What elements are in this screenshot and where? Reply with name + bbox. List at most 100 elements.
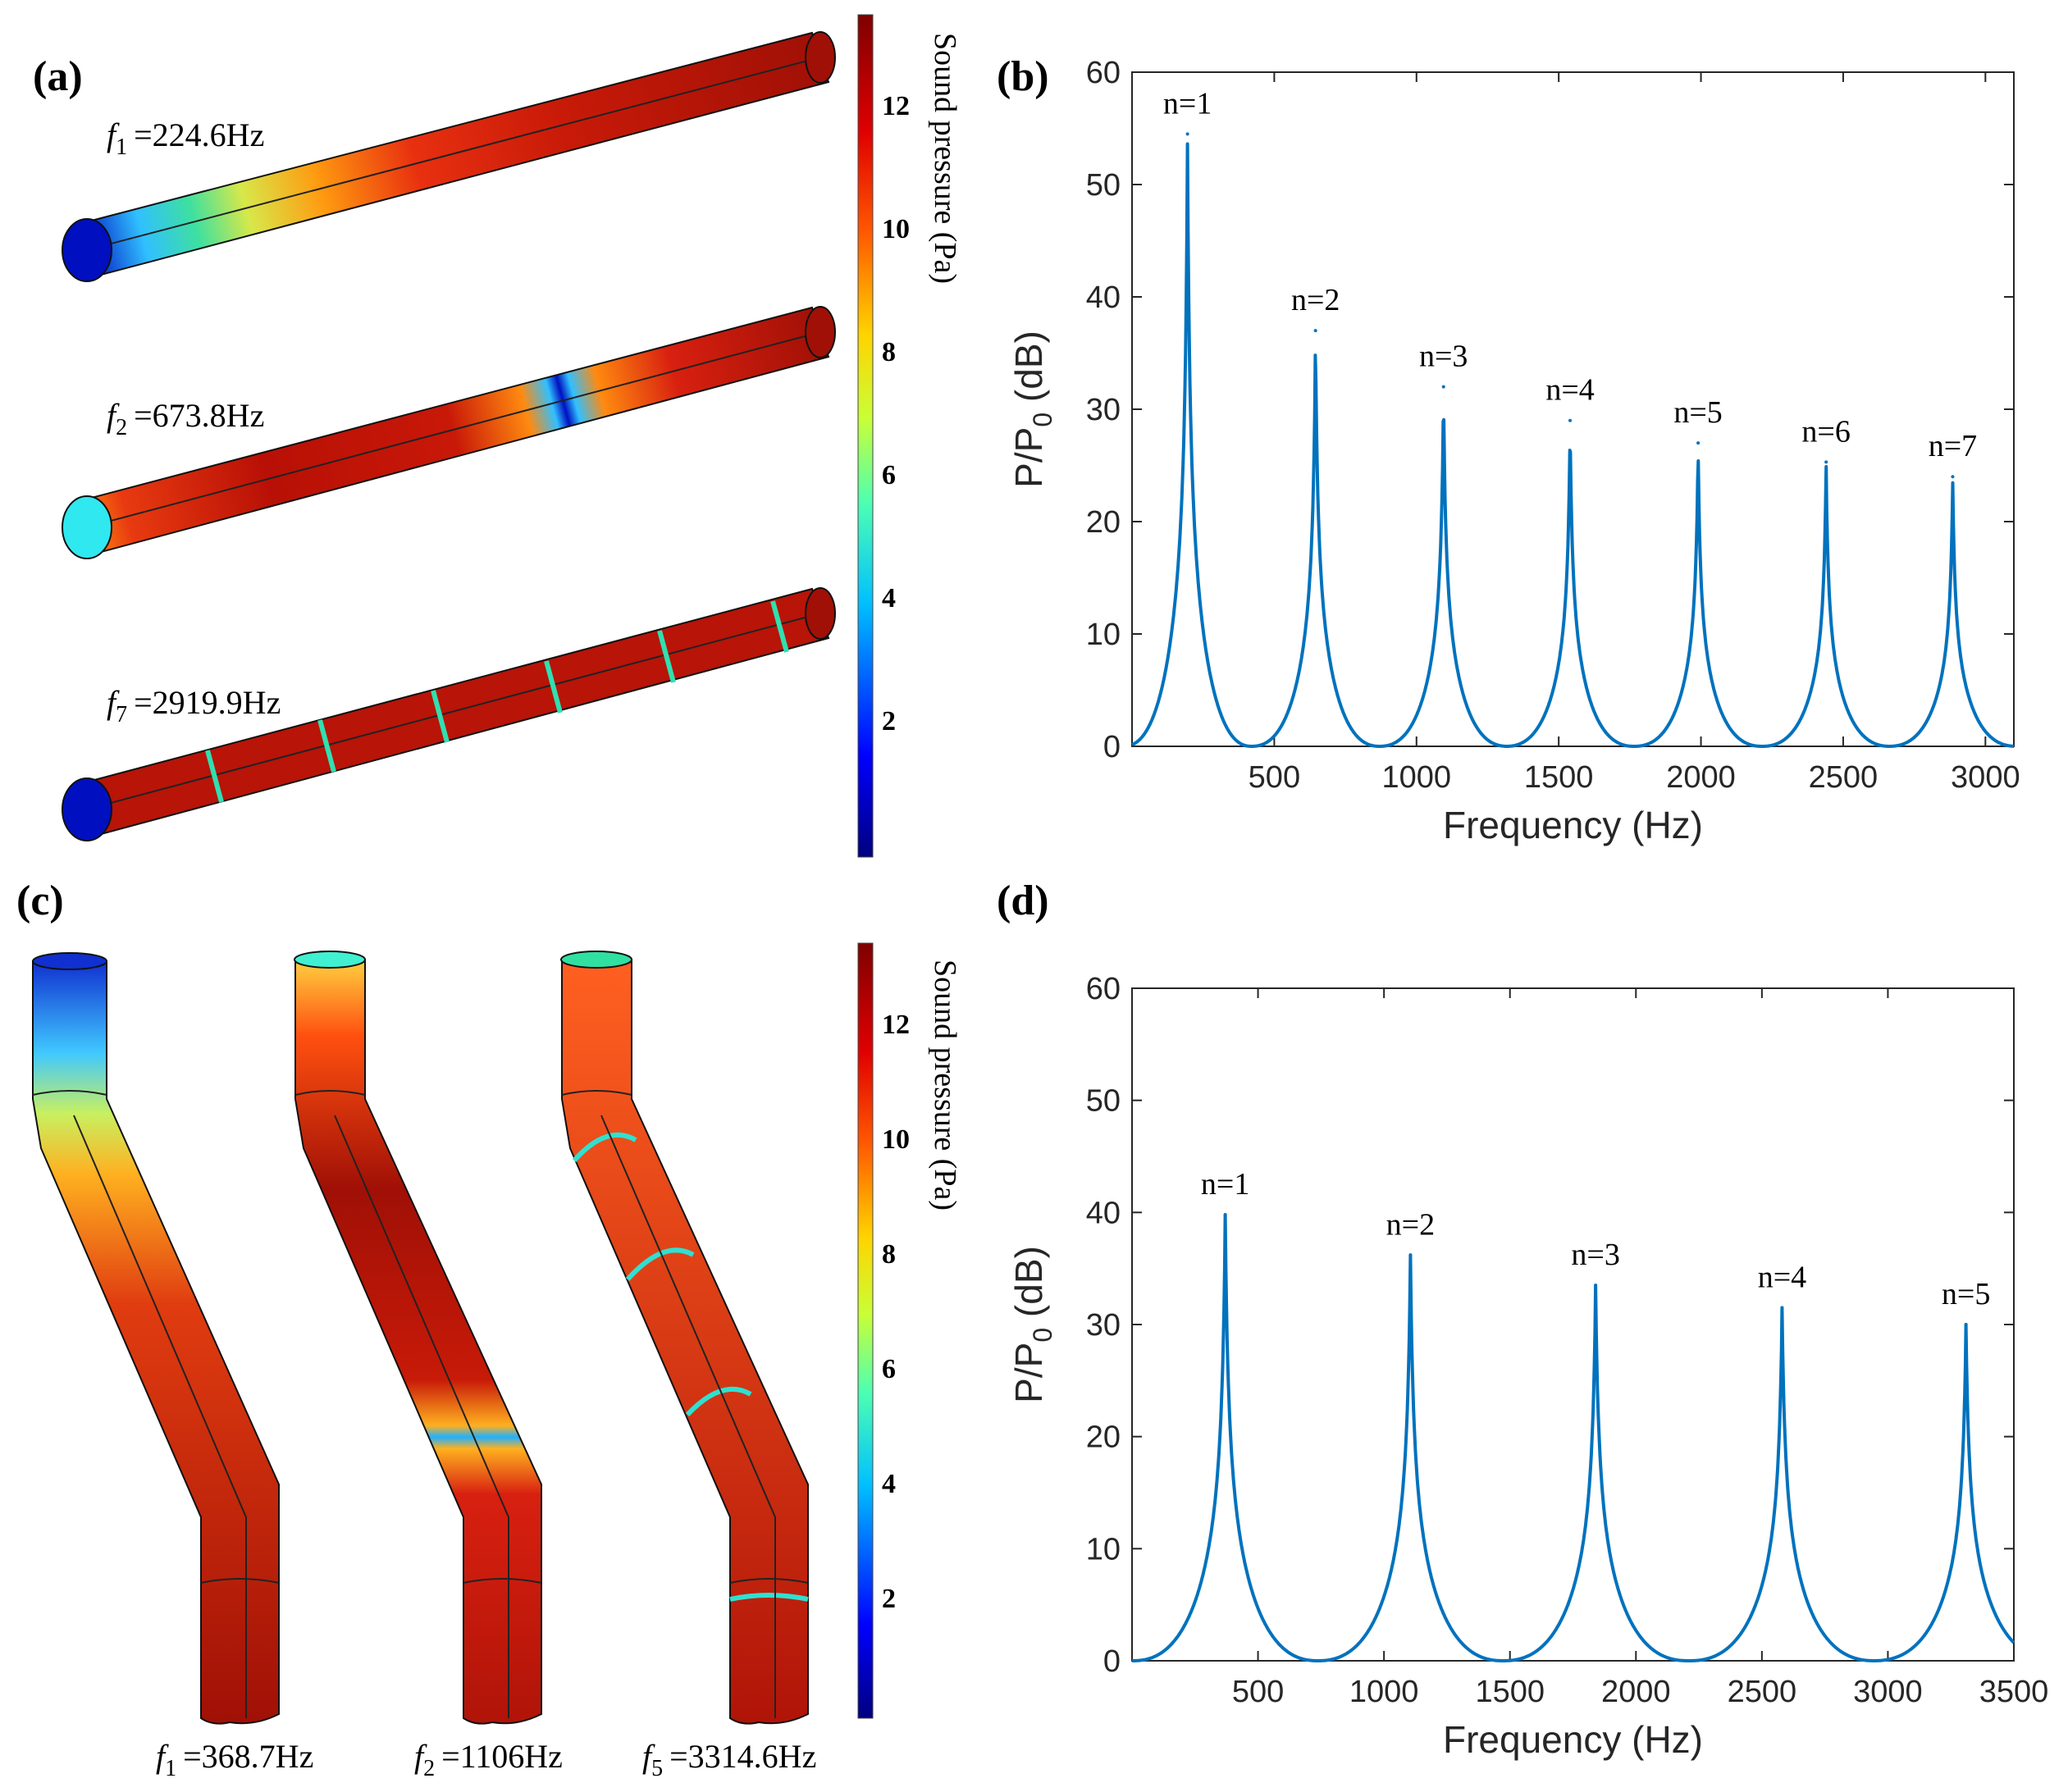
y-axis-label: P/P0 (dB): [1007, 331, 1057, 488]
x-tick-label: 1500: [1524, 760, 1594, 795]
x-axis-label: Frequency (Hz): [1443, 804, 1703, 846]
y-axis-label: P/P0 (dB): [1007, 1246, 1057, 1403]
x-tick-label: 1000: [1349, 1675, 1419, 1709]
peak-label: n=4: [1545, 373, 1594, 408]
peak-point: [1185, 132, 1189, 136]
panel-label-d: (d): [997, 878, 1049, 924]
x-tick-label: 1500: [1475, 1675, 1545, 1709]
y-axis-label-sub: 0: [1028, 1328, 1057, 1343]
colorbar-bottom-tick: 8: [882, 1239, 896, 1270]
y-tick-label: 10: [1086, 1532, 1121, 1566]
peak-point: [1223, 1213, 1227, 1217]
y-axis-label-tail: (dB): [1007, 1246, 1050, 1328]
plot-area: [1131, 987, 2015, 1662]
colorbar-top: 12 10 8 6 4 2 Sound pressure (Pa): [857, 14, 962, 858]
x-tick-label: 500: [1249, 760, 1300, 795]
colorbar-top-tick: 8: [882, 337, 896, 367]
series-line: [1130, 142, 2016, 748]
peak-point: [1780, 1306, 1784, 1310]
straight-tube-7: [62, 587, 836, 841]
peak-label: n=5: [1942, 1277, 1990, 1311]
peak-label: n=1: [1163, 86, 1212, 121]
colorbar-top-title: Sound pressure (Pa): [928, 33, 962, 284]
colorbar-bottom-tick: 4: [882, 1469, 896, 1499]
freq-label-straight-2: f2 =673.8Hz: [107, 397, 264, 440]
colorbar-bottom-title: Sound pressure (Pa): [928, 960, 962, 1211]
peak-point: [1594, 1284, 1598, 1288]
x-tick-label: 500: [1232, 1675, 1284, 1709]
x-tick-label: 2000: [1601, 1675, 1671, 1709]
peak-label: n=7: [1929, 429, 1977, 463]
x-tick-label: 1000: [1382, 760, 1452, 795]
peak-label: n=2: [1291, 283, 1340, 317]
y-tick-label: 20: [1086, 1420, 1121, 1455]
peak-point: [1964, 1323, 1968, 1326]
x-tick-label: 2000: [1666, 760, 1736, 795]
bent-tube-1: [32, 952, 280, 1725]
peak-point: [1441, 385, 1445, 389]
y-tick-label: 10: [1086, 618, 1121, 652]
peak-label: n=4: [1758, 1261, 1806, 1295]
colorbar-top-tick: 12: [882, 91, 910, 121]
peak-label: n=3: [1571, 1238, 1619, 1272]
y-tick-label: 40: [1086, 1196, 1121, 1230]
x-tick-label: 3000: [1853, 1675, 1923, 1709]
peak-point: [1696, 441, 1701, 445]
y-tick-label: 20: [1086, 505, 1121, 540]
peak-label: n=5: [1673, 395, 1722, 430]
y-tick-label: 0: [1103, 1644, 1121, 1679]
chart-d: 0 10 20 30 40 50 60 500 1000 1500 2000 2500 3000 3500…: [1007, 972, 2048, 1761]
straight-tube-1: [62, 31, 836, 282]
x-tick-label: 2500: [1728, 1675, 1797, 1709]
peak-label: n=2: [1386, 1207, 1435, 1242]
freq-label-straight-1: f1 =224.6Hz: [107, 116, 264, 160]
panel-label-b: (b): [997, 53, 1049, 100]
colorbar-bottom-tick: 6: [882, 1354, 896, 1384]
y-tick-label: 30: [1086, 1308, 1121, 1343]
freq-label-bent-2: f2 =1106Hz: [414, 1738, 563, 1781]
y-axis-label-sub: 0: [1028, 413, 1057, 427]
peak-point: [1568, 418, 1573, 422]
peak-point: [1313, 329, 1317, 333]
bent-tube-2: [294, 951, 542, 1725]
panel-label-a: (a): [33, 53, 83, 100]
colorbar-top-tick: 10: [882, 214, 910, 244]
colorbar-top-tick: 6: [882, 460, 896, 490]
freq-label-bent-5: f5 =3314.6Hz: [642, 1738, 816, 1781]
peak-point: [1408, 1253, 1413, 1257]
plot-area: [1131, 71, 2015, 747]
peak-label: n=1: [1201, 1167, 1249, 1202]
x-tick-label: 2500: [1809, 760, 1879, 795]
bent-tube-5: [560, 951, 809, 1725]
x-tick-label: 3500: [1979, 1675, 2049, 1709]
y-axis-label-main: P/P: [1007, 1343, 1050, 1403]
y-tick-label: 30: [1086, 393, 1121, 427]
peak-label: n=3: [1419, 340, 1468, 374]
y-tick-label: 40: [1086, 280, 1121, 315]
straight-tube-2: [62, 306, 836, 559]
x-tick-label: 3000: [1951, 760, 2020, 795]
peak-point: [1824, 460, 1828, 464]
panel-label-c: (c): [16, 878, 64, 924]
chart-b: 0 10 20 30 40 50 60 500 1000 1500 2000 2500 3000 Freq…: [1007, 56, 2020, 846]
colorbar-bottom-tick: 10: [882, 1124, 910, 1155]
y-tick-label: 0: [1103, 730, 1121, 764]
colorbar-top-tick: 4: [882, 583, 896, 613]
colorbar-bottom-tick: 2: [882, 1584, 896, 1614]
freq-label-straight-7: f7 =2919.9Hz: [107, 684, 281, 727]
peak-label: n=6: [1801, 414, 1850, 449]
y-tick-label: 60: [1086, 972, 1121, 1006]
y-tick-label: 50: [1086, 1084, 1121, 1119]
y-axis-label-main: P/P: [1007, 427, 1050, 488]
x-axis-label: Frequency (Hz): [1443, 1718, 1703, 1761]
freq-label-bent-1: f1 =368.7Hz: [156, 1738, 313, 1781]
y-axis-label-tail: (dB): [1007, 331, 1050, 413]
colorbar-bottom: 12 10 8 6 4 2 Sound pressure (Pa): [857, 942, 962, 1719]
peak-point: [1951, 475, 1955, 479]
series-line: [1130, 1213, 2016, 1662]
y-tick-label: 60: [1086, 56, 1121, 90]
colorbar-bottom-tick: 12: [882, 1010, 910, 1040]
colorbar-top-tick: 2: [882, 706, 896, 736]
y-tick-label: 50: [1086, 168, 1121, 203]
